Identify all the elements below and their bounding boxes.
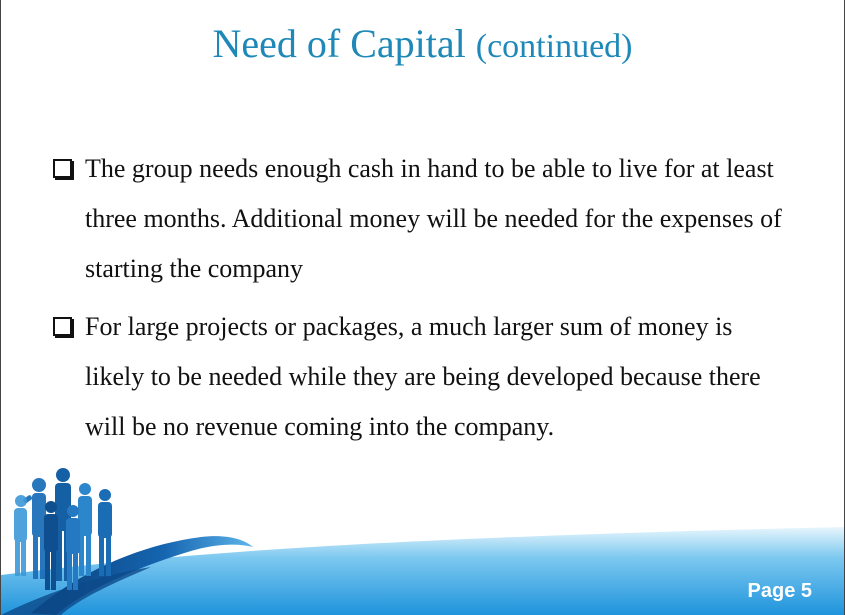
business-people-silhouette-icon — [14, 468, 112, 590]
slide-title-paren: (continued) — [475, 28, 633, 65]
checkbox-icon — [53, 317, 72, 336]
page-number-label: Page 5 — [747, 580, 812, 602]
checkbox-icon — [53, 159, 72, 178]
slide-title-main: Need of Capital — [212, 21, 476, 66]
bullet-list: The group needs enough cash in hand to b… — [53, 144, 793, 460]
bullet-text: For large projects or packages, a much l… — [85, 312, 761, 441]
footer-wave-graphic — [1, 468, 844, 615]
bullet-item: The group needs enough cash in hand to b… — [53, 144, 793, 294]
bullet-text: The group needs enough cash in hand to b… — [85, 154, 782, 283]
bullet-item: For large projects or packages, a much l… — [53, 302, 793, 452]
slide-title: Need of Capital (continued) — [1, 18, 844, 73]
